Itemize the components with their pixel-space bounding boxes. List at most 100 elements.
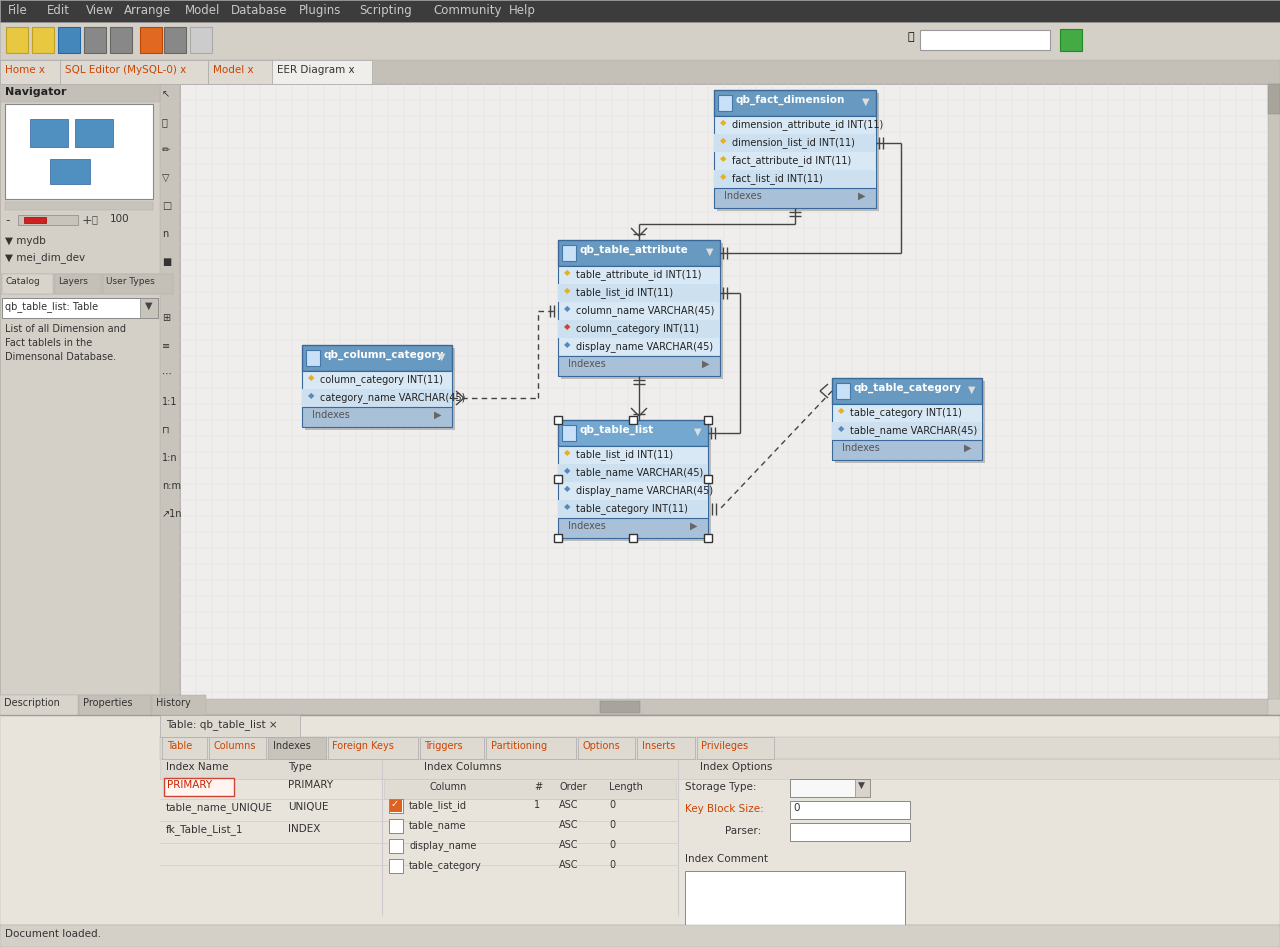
Bar (485, 737, 576, 759)
Text: ▶: ▶ (434, 410, 442, 420)
Text: 0: 0 (609, 800, 616, 810)
Bar (558, 464, 708, 482)
Bar (628, 416, 637, 424)
Text: Table: Table (166, 741, 192, 751)
Bar (180, 699, 1268, 715)
Text: ◆: ◆ (564, 466, 571, 475)
Bar (164, 27, 186, 53)
Bar (558, 320, 719, 338)
Bar (0, 925, 1280, 947)
Text: Indexes: Indexes (273, 741, 311, 751)
Text: +: + (82, 214, 92, 227)
Text: ▼: ▼ (694, 427, 701, 437)
Text: display_name VARCHAR(45): display_name VARCHAR(45) (576, 341, 713, 352)
Text: ▼ mei_dim_dev: ▼ mei_dim_dev (5, 252, 86, 263)
Text: Triggers: Triggers (425, 741, 463, 751)
Bar (1268, 84, 1280, 699)
Text: Options: Options (582, 741, 621, 751)
Text: qb_table_attribute: qb_table_attribute (579, 245, 687, 256)
Bar (696, 737, 773, 759)
Text: ≡: ≡ (163, 341, 170, 351)
Bar (60, 60, 207, 84)
Text: ASC: ASC (559, 820, 579, 830)
Bar (152, 695, 206, 715)
Bar (0, 22, 1280, 60)
Text: ⊞: ⊞ (163, 313, 170, 323)
Bar (79, 695, 151, 715)
Bar (389, 839, 403, 853)
Text: ↖: ↖ (163, 89, 170, 99)
Text: Table: qb_table_list ×: Table: qb_table_list × (166, 719, 278, 730)
Text: dimension_attribute_id INT(11): dimension_attribute_id INT(11) (732, 119, 883, 130)
Text: UNIQUE: UNIQUE (288, 802, 329, 812)
Text: ◆: ◆ (719, 136, 727, 145)
Text: display_name VARCHAR(45): display_name VARCHAR(45) (576, 485, 713, 496)
Text: 0: 0 (609, 840, 616, 850)
Bar (714, 116, 876, 188)
Text: fact_attribute_id INT(11): fact_attribute_id INT(11) (732, 155, 851, 166)
Bar (180, 84, 1268, 699)
Text: Description: Description (4, 698, 60, 708)
Text: table_category INT(11): table_category INT(11) (850, 407, 961, 418)
Bar (0, 60, 60, 84)
Text: ⊓: ⊓ (163, 425, 170, 435)
Text: ◆: ◆ (308, 391, 315, 400)
Text: table_name VARCHAR(45): table_name VARCHAR(45) (576, 467, 703, 478)
Text: ◆: ◆ (838, 406, 845, 415)
Text: ASC: ASC (559, 860, 579, 870)
Bar (1060, 29, 1082, 51)
Text: Key Block Size:: Key Block Size: (685, 804, 764, 814)
Bar (0, 715, 1280, 925)
Text: fact_list_id INT(11): fact_list_id INT(11) (732, 173, 823, 184)
Bar (0, 695, 160, 715)
Bar (714, 170, 876, 188)
Text: Inserts: Inserts (643, 741, 676, 751)
Bar (835, 381, 986, 463)
Bar (600, 701, 640, 713)
Text: Document loaded.: Document loaded. (5, 929, 101, 939)
Text: INDEX: INDEX (288, 824, 320, 834)
Bar (562, 245, 576, 261)
Bar (0, 274, 160, 294)
Text: #: # (534, 782, 543, 792)
Text: Column: Column (429, 782, 466, 792)
Bar (562, 425, 576, 441)
Text: ▶: ▶ (701, 359, 709, 369)
Text: ▶: ▶ (690, 521, 698, 531)
Bar (637, 737, 695, 759)
Text: column_category INT(11): column_category INT(11) (576, 323, 699, 334)
Bar (389, 859, 403, 873)
Bar (832, 378, 982, 404)
Bar (84, 27, 106, 53)
Bar (305, 348, 454, 430)
Bar (554, 475, 562, 483)
Text: Dimensonal Database.: Dimensonal Database. (5, 352, 116, 362)
Text: ▼: ▼ (968, 385, 975, 395)
Text: Plugins: Plugins (298, 4, 340, 17)
Text: ◆: ◆ (564, 268, 571, 277)
Text: -: - (5, 214, 9, 227)
Bar (0, 60, 1280, 84)
Bar (55, 274, 101, 294)
Text: □: □ (163, 201, 172, 211)
Bar (714, 134, 876, 152)
Text: ✋: ✋ (163, 117, 168, 127)
Bar (832, 440, 982, 460)
Text: dimension_list_id INT(11): dimension_list_id INT(11) (732, 137, 855, 148)
Text: qb_table_list: Table: qb_table_list: Table (5, 301, 99, 312)
Text: Indexes: Indexes (842, 443, 879, 453)
Text: ◆: ◆ (564, 304, 571, 313)
Text: Index Comment: Index Comment (685, 854, 768, 864)
Text: column_name VARCHAR(45): column_name VARCHAR(45) (576, 305, 714, 316)
Text: ◆: ◆ (838, 424, 845, 433)
Bar (717, 93, 879, 211)
Text: qb_table_list: qb_table_list (579, 425, 653, 436)
Bar (558, 518, 708, 538)
Text: File: File (8, 4, 28, 17)
Text: ▼: ▼ (438, 352, 445, 362)
Text: qb_column_category: qb_column_category (323, 350, 443, 360)
Bar (558, 446, 708, 518)
Bar (58, 27, 79, 53)
Bar (160, 759, 1280, 779)
Text: Community: Community (434, 4, 502, 17)
